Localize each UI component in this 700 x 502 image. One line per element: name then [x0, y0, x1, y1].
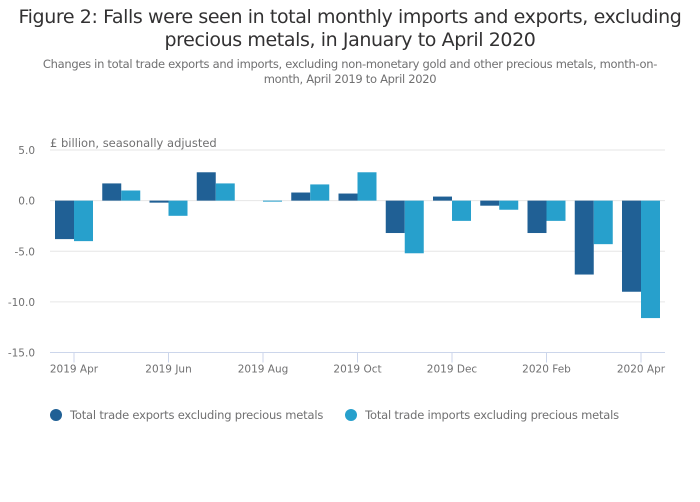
- bar-imports-2019-dec[interactable]: [452, 200, 471, 221]
- x-tick-label: 2019 Aug: [238, 364, 289, 376]
- chart-title: Figure 2: Falls were seen in total month…: [18, 6, 682, 51]
- legend-marker-icon: [50, 409, 62, 421]
- bar-imports-2020-jan[interactable]: [499, 200, 519, 210]
- bar-exports-2019-oct[interactable]: [338, 193, 358, 201]
- bar-imports-2019-jun[interactable]: [168, 200, 188, 216]
- x-tick-label: 2019 Dec: [427, 364, 478, 376]
- bar-exports-2019-jun[interactable]: [149, 200, 169, 203]
- bar-exports-2020-feb[interactable]: [527, 200, 547, 234]
- legend-marker-icon: [345, 409, 358, 421]
- bar-imports-2019-aug[interactable]: [263, 200, 282, 202]
- bar-imports-2020-apr[interactable]: [641, 200, 660, 319]
- bar-imports-2019-apr[interactable]: [74, 200, 93, 242]
- y-axis-ticks: 5.0 0.0 -5.0 -10.0 -15.0: [8, 145, 35, 360]
- y-axis-unit-label: £ billion, seasonally adjusted: [50, 136, 217, 150]
- legend: Total trade exports excluding precious m…: [50, 408, 641, 422]
- bar-exports-2019-apr[interactable]: [55, 200, 74, 240]
- bar-imports-2019-jul[interactable]: [215, 183, 235, 201]
- y-tick-label: 5.0: [18, 145, 35, 157]
- x-tick-label: 2020 Apr: [617, 364, 666, 376]
- y-tick-label: -10.0: [8, 297, 35, 309]
- bar-exports-2020-jan[interactable]: [480, 200, 500, 206]
- chart-subtitle: Changes in total trade exports and impor…: [42, 57, 658, 86]
- bar-imports-2019-nov[interactable]: [404, 200, 424, 254]
- x-tick-label: 2019 Oct: [333, 364, 381, 376]
- legend-label-imports: Total trade imports excluding precious m…: [365, 408, 619, 422]
- bar-exports-2019-dec[interactable]: [433, 196, 452, 201]
- legend-item-imports[interactable]: Total trade imports excluding precious m…: [345, 408, 619, 422]
- legend-item-exports[interactable]: Total trade exports excluding precious m…: [50, 408, 323, 422]
- y-tick-label: 0.0: [18, 196, 35, 208]
- bar-imports-2019-may[interactable]: [121, 190, 141, 201]
- bar-exports-2019-may[interactable]: [102, 183, 122, 201]
- bar-exports-2019-sep[interactable]: [291, 192, 311, 201]
- bar-exports-2019-jul[interactable]: [196, 172, 216, 201]
- y-tick-label: -15.0: [8, 348, 35, 360]
- legend-label-exports: Total trade exports excluding precious m…: [70, 408, 324, 422]
- bar-imports-2019-oct[interactable]: [357, 172, 377, 201]
- bar-imports-2019-sep[interactable]: [310, 184, 330, 201]
- y-tick-label: -5.0: [15, 246, 36, 258]
- x-axis: 2019 Apr 2019 Jun 2019 Aug 2019 Oct 2019 Dec…: [50, 352, 666, 376]
- bar-exports-2020-mar[interactable]: [574, 200, 594, 275]
- bar-exports-2020-apr[interactable]: [622, 200, 641, 292]
- bars: [55, 172, 660, 319]
- bar-imports-2020-mar[interactable]: [593, 200, 613, 245]
- bar-imports-2020-feb[interactable]: [546, 200, 566, 221]
- x-tick-label: 2020 Feb: [522, 364, 571, 376]
- x-tick-label: 2019 Jun: [145, 364, 191, 376]
- x-tick-label: 2019 Apr: [50, 364, 99, 376]
- bar-exports-2019-nov[interactable]: [385, 200, 405, 234]
